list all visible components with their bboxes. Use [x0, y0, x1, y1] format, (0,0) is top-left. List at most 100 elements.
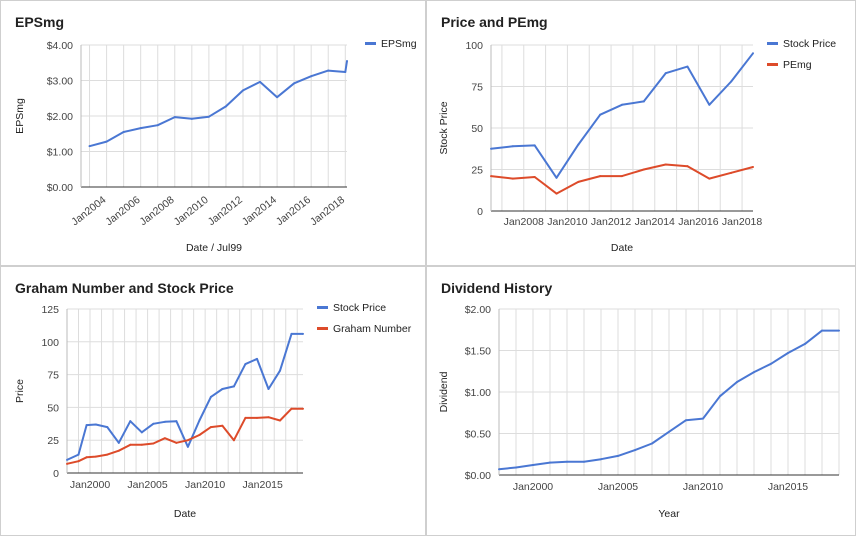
x-tick-label: Jan2004	[69, 194, 108, 228]
data-point	[198, 419, 201, 422]
data-point	[490, 175, 492, 178]
x-tick-label: Jan2018	[308, 194, 347, 228]
data-point	[255, 416, 258, 419]
data-point	[549, 461, 551, 464]
x-tick-label: Jan2005	[598, 481, 638, 493]
data-point	[190, 117, 193, 120]
data-point	[122, 130, 125, 133]
data-point	[511, 177, 514, 180]
data-point	[129, 420, 132, 423]
data-point	[105, 140, 108, 143]
data-point	[821, 329, 823, 332]
x-tick-label: Jan2014	[240, 194, 279, 228]
x-tick-label: Jan2016	[678, 216, 718, 228]
data-point	[599, 175, 602, 178]
data-point	[173, 116, 176, 119]
data-point	[708, 103, 711, 106]
data-point	[730, 171, 733, 174]
data-point	[244, 416, 247, 419]
y-axis-label: EPSmg	[14, 98, 26, 134]
data-point	[642, 168, 645, 171]
data-point	[290, 407, 293, 410]
data-point	[327, 69, 330, 72]
data-point	[736, 381, 738, 384]
data-point	[708, 177, 711, 180]
x-tick-label: Jan2008	[504, 216, 544, 228]
x-tick-label: Jan2012	[206, 194, 245, 228]
data-point	[664, 163, 667, 166]
legend-swatch	[767, 42, 778, 45]
x-tick-label: Jan2016	[274, 194, 313, 228]
data-point	[719, 395, 721, 398]
x-tick-label: Jan2012	[591, 216, 631, 228]
series-line-0	[66, 332, 303, 461]
data-point	[209, 395, 212, 398]
x-tick-label: Jan2015	[768, 481, 808, 493]
data-point	[752, 52, 754, 55]
eps-chart-svg: EPSmg$0.00$1.00$2.00$3.00$4.00Jan2004Jan…	[14, 14, 417, 254]
x-tick-label: Jan2010	[683, 481, 723, 493]
data-point	[702, 417, 704, 420]
x-axis-label: Date	[611, 242, 633, 254]
data-point	[267, 416, 270, 419]
y-tick-label: $2.00	[47, 111, 73, 123]
data-point	[346, 59, 348, 62]
eps-chart-panel: EPSmg $0.00 $1.00 $2.00 $3.00 $4.00 Jan2004 Jan…	[1, 1, 425, 265]
x-axis-label: Date / Jul99	[186, 242, 242, 254]
data-point	[344, 70, 347, 73]
data-point	[302, 407, 304, 410]
chart-title: Price and PEmg	[441, 14, 548, 30]
data-point	[664, 72, 667, 75]
x-tick-label: Jan2000	[70, 479, 110, 491]
y-tick-label: 100	[41, 337, 59, 349]
series-line-1	[66, 407, 303, 465]
data-point	[838, 329, 840, 332]
data-point	[88, 145, 91, 148]
data-point	[224, 105, 227, 108]
data-point	[140, 443, 143, 446]
data-point	[642, 100, 645, 103]
data-point	[241, 89, 244, 92]
legend-swatch	[365, 42, 376, 45]
data-point	[186, 439, 189, 442]
data-point	[259, 80, 262, 83]
graham-chart-svg: Graham Number and Stock Price 0 25 50 75 100 1…	[14, 280, 412, 520]
y-tick-label: $1.00	[465, 387, 491, 399]
data-point	[515, 466, 517, 469]
y-tick-label: 25	[471, 165, 483, 177]
data-point	[730, 80, 733, 83]
y-axis-label: Price	[14, 379, 26, 403]
data-point	[787, 351, 789, 354]
data-point	[106, 426, 109, 429]
data-point	[685, 419, 687, 422]
data-point	[163, 420, 166, 423]
data-point	[94, 423, 97, 426]
x-tick-label: Jan2006	[103, 194, 142, 228]
data-point	[310, 75, 313, 78]
data-point	[770, 362, 772, 365]
y-tick-label: 50	[47, 402, 59, 414]
data-point	[186, 445, 189, 448]
x-tick-label: Jan2010	[172, 194, 211, 228]
data-point	[175, 441, 178, 444]
data-point	[278, 369, 281, 372]
data-point	[117, 441, 120, 444]
data-point	[634, 449, 636, 452]
data-point	[566, 460, 568, 463]
data-point	[617, 454, 619, 457]
data-point	[163, 437, 166, 440]
legend-label: EPSmg	[381, 38, 417, 50]
data-point	[752, 166, 754, 169]
chart-title: Dividend History	[441, 280, 552, 296]
data-point	[77, 460, 80, 463]
y-tick-label: $0.00	[47, 182, 73, 194]
y-tick-label: 50	[471, 123, 483, 135]
data-point	[85, 456, 88, 459]
data-point	[621, 175, 623, 178]
data-point	[207, 115, 210, 118]
series-line-0	[89, 60, 348, 148]
data-point	[276, 96, 279, 99]
x-tick-label: Jan2008	[137, 194, 176, 228]
y-axis-label: Stock Price	[438, 101, 450, 154]
